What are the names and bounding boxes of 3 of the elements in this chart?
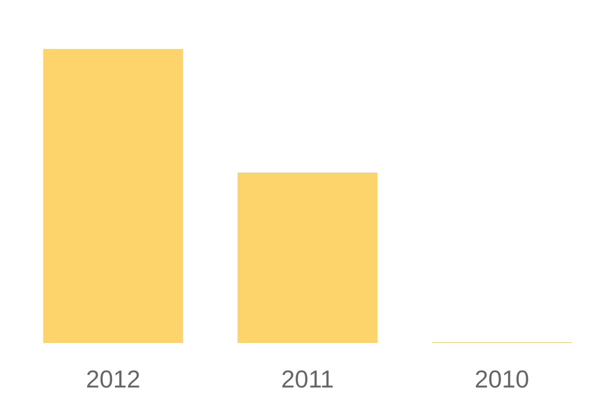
x-tick-label: 2010 bbox=[474, 366, 530, 394]
x-tick-label: 2011 bbox=[281, 366, 334, 394]
x-tick-label: 2012 bbox=[86, 366, 140, 394]
